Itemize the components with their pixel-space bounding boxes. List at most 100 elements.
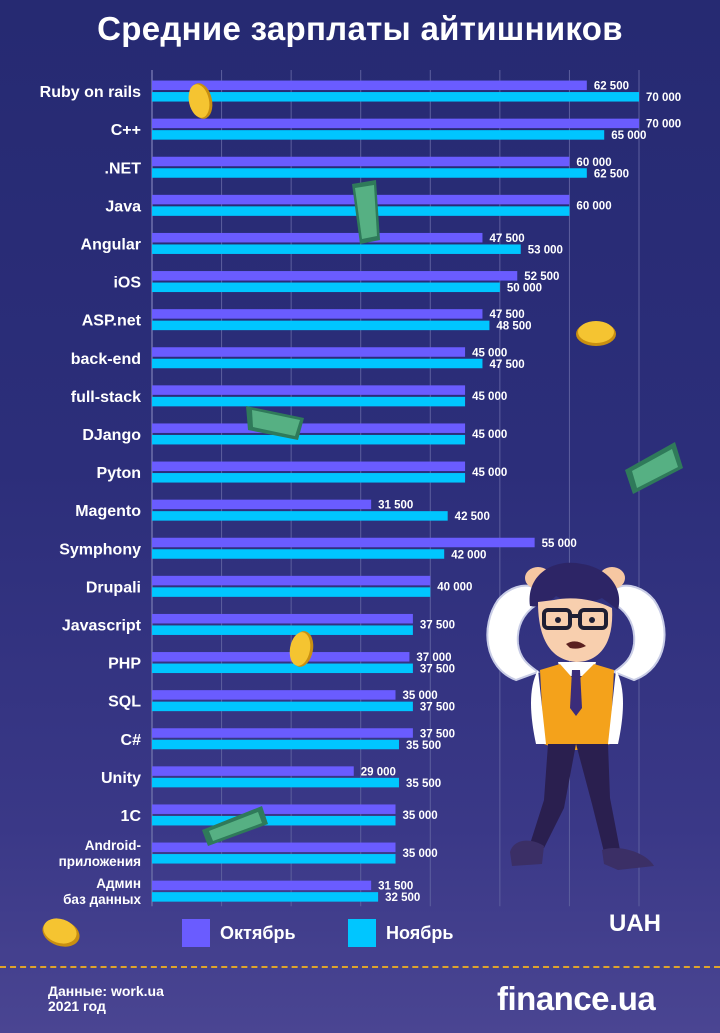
- value-label-november: 35 500: [406, 740, 441, 752]
- bar-november: [152, 282, 500, 293]
- category-label: Symphony: [59, 541, 141, 558]
- value-label-october: 60 000: [576, 157, 611, 169]
- category-label: Pyton: [97, 465, 141, 482]
- value-label-november: 50 000: [507, 283, 542, 295]
- bar-october: [152, 804, 396, 814]
- bar-november: [152, 892, 379, 902]
- banknote-icon: [246, 406, 304, 440]
- unit-label: UAH: [609, 910, 661, 937]
- category-label: ASP.net: [82, 313, 142, 330]
- value-label: 45 000: [472, 467, 507, 479]
- bar-november: [152, 473, 466, 483]
- category-label: Drupali: [86, 579, 141, 596]
- bar-october: [152, 347, 466, 357]
- bar-november: [152, 739, 399, 750]
- chart-title: Средние зарплаты айтишников: [97, 10, 623, 47]
- bar-november: [152, 854, 396, 864]
- bar-november: [152, 434, 466, 445]
- category-label: Javascript: [62, 617, 142, 634]
- value-label: 40 000: [437, 581, 472, 593]
- value-label-october: 31 500: [378, 500, 413, 512]
- legend-item-november: Ноябрь: [348, 919, 453, 947]
- bar-october: [152, 690, 396, 700]
- category-label: Magento: [75, 503, 141, 520]
- category-label: back-end: [71, 351, 141, 368]
- bar-november: [152, 396, 466, 407]
- category-label: SQL: [108, 694, 141, 711]
- bar-november: [152, 358, 483, 369]
- legend-label-october: Октябрь: [220, 922, 296, 943]
- bar-october: [152, 766, 354, 776]
- value-label-october: 55 000: [542, 538, 577, 550]
- category-label: Unity: [101, 770, 141, 787]
- bar-november: [152, 663, 413, 674]
- bar-october: [152, 461, 466, 472]
- category-label: Ruby on rails: [40, 84, 141, 101]
- value-label-november: 65 000: [611, 130, 646, 142]
- value-label-november: 62 500: [594, 168, 629, 180]
- category-label: full-stack: [71, 389, 141, 406]
- coin-icon: [576, 321, 616, 346]
- value-label-november: 70 000: [646, 92, 681, 104]
- bar-november: [152, 815, 396, 826]
- value-label-november: 37 500: [420, 702, 455, 714]
- bar-october: [152, 309, 483, 319]
- coin-icon: [289, 631, 314, 667]
- bar-october: [152, 613, 413, 624]
- legend-label-november: Ноябрь: [386, 922, 454, 943]
- bar-october: [152, 652, 410, 662]
- bar-october: [152, 499, 372, 510]
- value-label-november: 32 500: [385, 892, 420, 904]
- source-note: Данные: work.ua 2021 год: [48, 984, 164, 1014]
- bar-november: [152, 320, 490, 331]
- category-label: Java: [105, 198, 141, 215]
- bar-october: [152, 156, 570, 167]
- value-label: 35 000: [403, 810, 438, 822]
- value-label-november: 37 500: [420, 664, 455, 676]
- value-label-october: 52 500: [524, 271, 559, 283]
- bar-november: [152, 549, 445, 559]
- source-line: Данные: work.ua: [48, 983, 164, 999]
- bar-october: [152, 842, 396, 853]
- brand-suffix: .ua: [609, 980, 656, 1017]
- bar-october: [152, 385, 466, 395]
- bar-october: [152, 537, 535, 548]
- value-label-november: 53 000: [528, 244, 563, 256]
- value-label: 45 000: [472, 391, 507, 403]
- bar-october: [152, 232, 483, 243]
- value-label-october: 70 000: [646, 119, 681, 131]
- banknote-icon: [352, 180, 380, 244]
- bar-november: [152, 587, 431, 597]
- coin-icon: [188, 83, 213, 119]
- bar-october: [152, 575, 431, 586]
- brand-logo: finance.ua: [497, 980, 656, 1018]
- banknote-icon: [202, 806, 268, 846]
- bar-october: [152, 80, 587, 91]
- category-label: iOS: [113, 275, 141, 292]
- dashed-divider: [0, 966, 720, 968]
- bar-october: [152, 880, 372, 891]
- category-label: 1C: [121, 808, 142, 825]
- category-label: C++: [111, 122, 141, 139]
- category-label: C#: [121, 732, 142, 749]
- value-label-october: 62 500: [594, 81, 629, 93]
- bar-october: [152, 423, 466, 433]
- value-label-october: 37 000: [416, 652, 451, 664]
- banknote-icon: [625, 442, 683, 494]
- category-label: DJango: [82, 427, 141, 444]
- coin-icon: [42, 918, 80, 947]
- bar-november: [152, 511, 448, 521]
- brand-name: finance: [497, 980, 610, 1017]
- value-label-november: 42 000: [451, 549, 486, 561]
- value-label-november: 48 500: [496, 321, 531, 333]
- value-label-october: 47 500: [489, 233, 524, 245]
- value-label: 60 000: [576, 200, 611, 212]
- bar-october: [152, 118, 639, 129]
- bar-october: [152, 271, 518, 281]
- category-label: Android-приложения: [59, 838, 141, 869]
- bar-november: [152, 244, 521, 254]
- value-label-october: 37 500: [420, 728, 455, 740]
- value-label-november: 47 500: [489, 359, 524, 371]
- bar-november: [152, 92, 639, 102]
- bar-november: [152, 625, 413, 635]
